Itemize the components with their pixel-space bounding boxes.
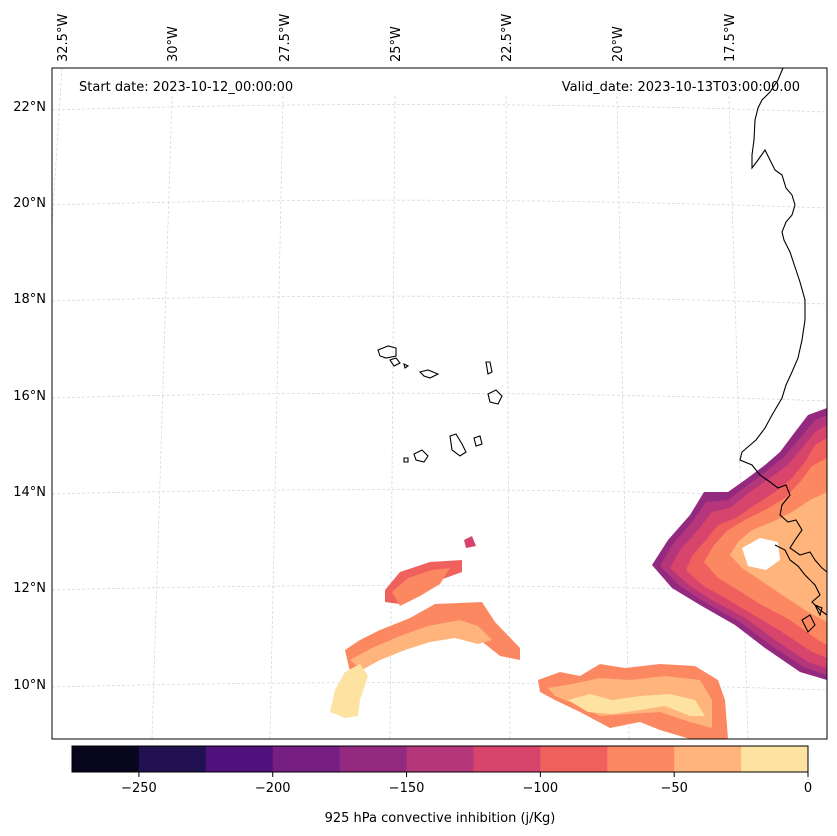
lat-label-14n: 14°N [13,485,46,500]
lon-label-32-5w: 32.5°W [56,14,71,62]
lat-label-16n: 16°N [13,389,46,404]
colorbar-segment [138,746,207,772]
colorbar-segment [540,746,608,772]
colorbar-segment [72,746,140,772]
island-sal [485,361,493,375]
parallel-18n [51,295,828,305]
cin-region-east-hole [742,538,780,570]
lat-label-10n: 10°N [13,678,46,693]
colorbar-segment [674,746,742,772]
colorbar-frame [71,745,809,773]
cin-region-band-inner [350,620,492,670]
cin-region-south-light [568,694,705,716]
latitude-labels: 22°N 20°N 18°N 16°N 14°N 12°N 10°N [13,100,46,693]
lon-label-25w: 25°W [389,26,404,62]
parallel-14n [51,489,828,498]
cin-contours [330,408,827,739]
island-bijagos [801,603,823,633]
cin-region-central-small [464,536,476,548]
lat-label-22n: 22°N [13,100,46,115]
colorbar-segment [205,746,274,772]
island-sao-nicolau [418,369,440,379]
parallel-16n [51,392,828,402]
island-boa-vista [487,389,503,405]
colorbar-segment [607,746,675,772]
island-santiago [449,433,467,457]
lon-label-30w: 30°W [166,26,181,62]
parallel-20n [51,199,828,209]
colorbar-segment [339,746,408,772]
island-fogo [413,449,429,463]
colorbar: −250 −200 −150 −100 −50 0 925 hPa convective … [71,745,812,826]
colorbar-segments [72,746,809,772]
valid-date-label: Valid_date: 2023-10-13T03:00:00.00 [562,80,800,95]
parallel-22n [51,104,828,113]
island-santo-antao [377,345,397,359]
lat-label-12n: 12°N [13,581,46,596]
island-sao-vicente [389,357,401,367]
colorbar-tick-label: −100 [523,781,559,796]
cin-region-band-outer [345,602,520,672]
colorbar-ticks: −250 −200 −150 −100 −50 0 [121,772,812,796]
cin-region-west-patch [330,664,368,718]
colorbar-label: 925 hPa convective inhibition (j/Kg) [325,811,556,826]
parallel-12n [51,585,828,594]
lon-label-20w: 20°W [611,26,626,62]
meridian-20w [616,95,630,740]
colorbar-tick-label: −150 [389,781,425,796]
island-maio [473,435,483,447]
colorbar-segment [741,746,809,772]
colorbar-tick-label: −200 [255,781,291,796]
colorbar-tick-label: 0 [804,781,812,796]
island-brava [403,457,409,463]
cin-region-central-b [392,568,450,606]
meridian-30w [151,95,173,740]
lon-label-27-5w: 27.5°W [278,14,293,62]
meridian-22-5w [505,95,511,740]
longitude-labels: 32.5°W 30°W 27.5°W 25°W 22.5°W 20°W 17.5… [56,14,738,62]
meridian-27-5w [269,95,284,740]
lon-label-17-5w: 17.5°W [723,14,738,62]
colorbar-segment [272,746,341,772]
lat-label-20n: 20°N [13,196,46,211]
coastlines [377,67,828,633]
meridian-32-5w [51,67,63,226]
map-panel: Start date: 2023-10-12_00:00:00 Valid_da… [51,67,828,740]
start-date-label: Start date: 2023-10-12_00:00:00 [79,80,293,95]
colorbar-tick-label: −50 [660,781,687,796]
island-santa-luzia [403,362,410,369]
colorbar-segment [406,746,474,772]
coastline-africa [739,67,828,573]
lat-label-18n: 18°N [13,292,46,307]
map-frame [51,67,828,740]
colorbar-tick-label: −250 [121,781,157,796]
colorbar-segment [473,746,541,772]
parallel-10n [51,682,828,691]
lon-label-22-5w: 22.5°W [500,14,515,62]
